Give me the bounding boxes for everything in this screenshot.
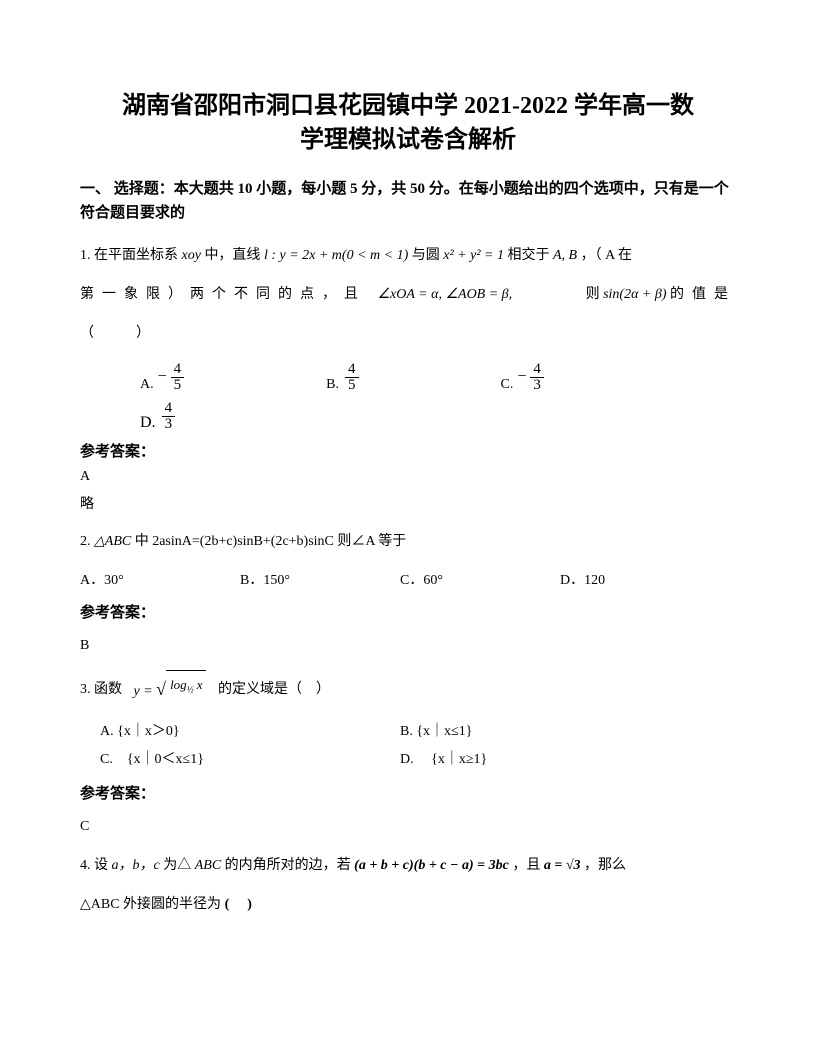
question-1-blank: （ ） [80, 319, 736, 350]
q4-abc: a，b，c [112, 858, 160, 873]
q1-opt-a-label: A. [140, 377, 154, 393]
title-line-2: 学理模拟试卷含解析 [300, 127, 516, 153]
q4-mid1: 为△ [163, 858, 191, 873]
q2-prefix: 2. [80, 534, 94, 549]
q1-options-abc: A. − 4 5 B. 4 5 C. − 4 3 [80, 362, 736, 393]
q2-option-a: A．30° [80, 569, 240, 589]
q2-option-c: C．60° [400, 569, 560, 589]
q1-opt-c-fraction: 4 3 [530, 362, 544, 393]
q2-option-d: D．120 [560, 569, 720, 589]
q1-answer: A [80, 469, 736, 485]
q1-text-mid2: 与圆 [412, 248, 444, 263]
q1-line2a: 第一象限）两个不同的点，且 [80, 287, 378, 302]
minus-icon: − [158, 368, 167, 386]
minus-icon: − [517, 368, 526, 386]
q1-text-mid4: ，（ A 在 [581, 248, 632, 263]
q3-option-a: A. {x｜x＞0} [100, 718, 400, 746]
q4-eq2: a = √3 [544, 858, 581, 873]
q1-angle-eq: ∠xOA = α, ∠AOB = β, [378, 287, 513, 302]
q1-opt-a-fraction: 4 5 [171, 362, 185, 393]
exam-title: 湖南省邵阳市洞口县花园镇中学 2021-2022 学年高一数 学理模拟试卷含解析 [80, 90, 736, 157]
q1-answer-label: 参考答案： [80, 440, 736, 461]
q4-blank: ( ) [225, 890, 254, 921]
question-3: 3. 函数 y = √ log½ x 的定义域是（ ） [80, 670, 736, 710]
q1-opt-b-fraction: 4 5 [345, 362, 359, 393]
q1-line2b: 则 [586, 287, 604, 302]
q1-line2c: 的值是 [670, 287, 736, 302]
q1-coord-sys: xoy [182, 248, 201, 263]
q1-option-d: D. 4 3 [140, 401, 596, 432]
q4-line2: △ABC 外接圆的半径为 [80, 897, 221, 912]
question-4-line2: △ABC 外接圆的半径为 ( ) [80, 890, 736, 921]
q4-mid3: ，且 [512, 858, 544, 873]
q1-points: A, B [553, 248, 577, 263]
q3-formula: y = √ log½ x [134, 670, 207, 710]
q1-opt-c-label: C. [501, 377, 514, 393]
q1-text-mid1: 中，直线 [204, 248, 264, 263]
question-1: 1. 在平面坐标系 xoy 中，直线 l : y = 2x + m(0 < m … [80, 241, 736, 272]
title-line-1: 湖南省邵阳市洞口县花园镇中学 2021-2022 学年高一数 [122, 93, 694, 119]
question-2: 2. △ABC 中 2asinA=(2b+c)sinB+(2c+b)sinC 则… [80, 527, 736, 558]
q1-opt-b-label: B. [326, 377, 339, 393]
q1-text-prefix: 1. 在平面坐标系 [80, 248, 182, 263]
q1-opt-d-label: D. [140, 414, 156, 432]
q3-option-c: C. {x｜0＜x≤1} [100, 746, 400, 774]
q1-option-d-row: D. 4 3 [80, 401, 736, 432]
question-1-line2: 第一象限）两个不同的点，且 ∠xOA = α, ∠AOB = β, 则 sin(… [80, 280, 736, 311]
sqrt-icon: √ log½ x [156, 670, 206, 710]
q1-circle-equation: x² + y² = 1 [443, 248, 504, 263]
q2-body: 中 2asinA=(2b+c)sinB+(2c+b)sinC 则∠A 等于 [135, 534, 407, 549]
q1-option-b: B. 4 5 [326, 362, 360, 393]
q2-answer-label: 参考答案： [80, 601, 736, 622]
q1-sin-eq: sin(2α + β) [603, 287, 666, 302]
q2-option-b: B．150° [240, 569, 400, 589]
q3-options: A. {x｜x＞0} B. {x｜x≤1} C. {x｜0＜x≤1} D. {x… [80, 718, 736, 774]
q4-eq1: (a + b + c)(b + c − a) = 3bc [354, 858, 509, 873]
q3-prefix: 3. 函数 [80, 682, 122, 697]
q4-prefix: 4. 设 [80, 858, 112, 873]
section-1-header: 一、 选择题：本大题共 10 小题，每小题 5 分，共 50 分。在每小题给出的… [80, 177, 736, 225]
q1-line-equation: l : y = 2x + m(0 < m < 1) [264, 248, 408, 263]
q2-options: A．30° B．150° C．60° D．120 [80, 569, 736, 589]
q3-answer: C [80, 819, 736, 835]
q3-answer-label: 参考答案： [80, 782, 736, 803]
q2-triangle: △ABC [94, 534, 131, 549]
question-4: 4. 设 a，b，c 为△ ABC 的内角所对的边，若 (a + b + c)(… [80, 851, 736, 882]
q3-option-b: B. {x｜x≤1} [400, 718, 472, 746]
q1-text-mid3: 相交于 [507, 248, 553, 263]
q4-abc2: ABC [195, 858, 221, 873]
q3-suffix: 的定义域是（ ） [218, 682, 330, 697]
q1-brief: 略 [80, 493, 736, 513]
q1-option-c: C. − 4 3 [501, 362, 546, 393]
q4-mid4: ，那么 [584, 858, 626, 873]
q1-option-a: A. − 4 5 [140, 362, 186, 393]
q1-opt-d-fraction: 4 3 [162, 401, 176, 432]
q2-answer: B [80, 638, 736, 654]
q4-mid2: 的内角所对的边，若 [225, 858, 355, 873]
q3-option-d: D. {x｜x≥1} [400, 746, 487, 774]
